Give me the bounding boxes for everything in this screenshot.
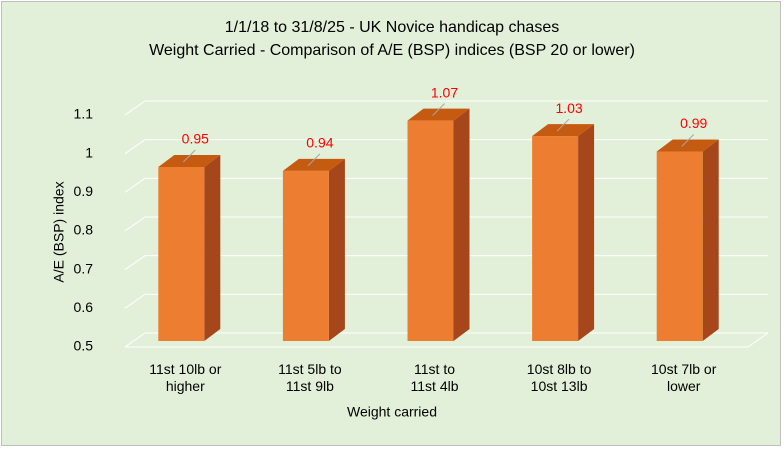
- bar-side: [328, 158, 345, 341]
- data-label: 1.03: [555, 100, 582, 116]
- x-tick-label: 11st 10lb or higher: [149, 361, 222, 394]
- bar-side: [453, 108, 470, 341]
- label-leader: [307, 153, 321, 167]
- bar-top: [158, 155, 221, 167]
- y-tick-label: 0.5: [74, 338, 94, 354]
- data-label: 1.07: [431, 84, 458, 100]
- grid-line: [124, 177, 146, 193]
- data-label: 0.94: [306, 135, 333, 151]
- bar-top: [282, 158, 345, 171]
- y-tick-label: 1: [85, 144, 93, 160]
- label-leader: [681, 134, 695, 147]
- label-leader: [182, 149, 196, 163]
- chart-title: 1/1/18 to 31/8/25 - UK Novice handicap c…: [225, 19, 559, 36]
- grid-line: [124, 216, 146, 232]
- bar-top: [532, 124, 595, 137]
- grid-line: [124, 255, 146, 271]
- y-tick-label: 0.8: [74, 222, 94, 238]
- grid-line: [124, 293, 146, 309]
- data-label: 0.99: [680, 115, 707, 131]
- grid-line: [124, 332, 146, 348]
- data-label: 0.95: [182, 131, 209, 147]
- x-tick-label: 10st 8lb to 10st 13lb: [526, 361, 592, 394]
- y-tick-label: 0.7: [74, 260, 94, 276]
- bar: [407, 120, 454, 341]
- y-tick-label: 0.9: [74, 183, 94, 199]
- grid-line: [124, 100, 146, 116]
- grid-line: [124, 139, 146, 155]
- bar: [532, 136, 579, 341]
- bar: [656, 151, 703, 341]
- y-tick-label: 0.6: [74, 299, 94, 315]
- bar-side: [204, 155, 221, 341]
- x-axis-title: Weight carried: [347, 404, 437, 420]
- label-leader: [556, 118, 570, 132]
- x-tick-label: 10st 7lb or lower: [651, 361, 717, 394]
- bar: [282, 170, 329, 341]
- x-tick-label: 11st to 11st 4lb: [410, 361, 459, 394]
- y-tick-label: 1.1: [74, 106, 94, 122]
- bar: [158, 167, 205, 341]
- floor-edge: [747, 332, 769, 348]
- x-tick-label: 11st 5lb to 11st 9lb: [278, 361, 342, 394]
- chart-subtitle: Weight Carried - Comparison of A/E (BSP)…: [149, 42, 635, 59]
- y-axis-title: A/E (BSP) index: [51, 181, 67, 282]
- bar-top: [407, 108, 470, 121]
- label-leader: [432, 103, 445, 116]
- bar-side: [702, 139, 719, 341]
- bar-side: [578, 124, 595, 341]
- bar-top: [656, 139, 719, 152]
